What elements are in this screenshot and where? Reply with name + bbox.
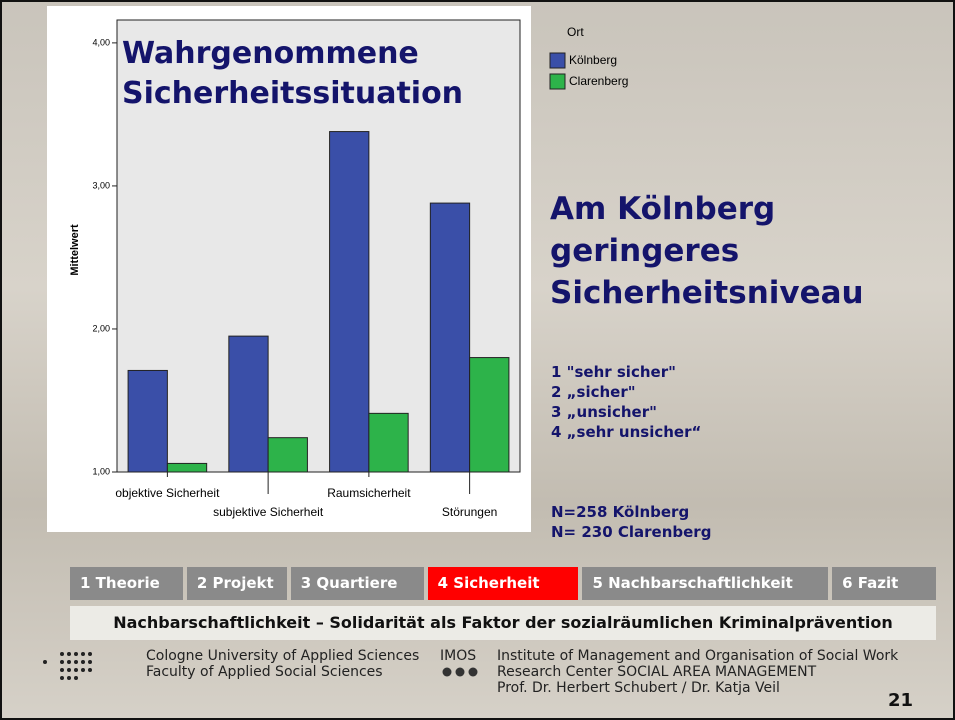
y-tick-label: 4,00 — [92, 37, 110, 47]
logo-dots — [43, 652, 92, 680]
imos-icon — [442, 667, 478, 677]
nav-tab[interactable]: 6 Fazit — [832, 567, 937, 600]
nav-tab[interactable]: 4 Sicherheit — [427, 567, 579, 600]
nav-tab[interactable]: 5 Nachbarschaftlichkeit — [582, 567, 829, 600]
headline: Am Kölnberg geringeres Sicherheitsniveau — [550, 191, 864, 311]
bar — [368, 412, 409, 473]
x-tick-label: Störungen — [442, 505, 497, 519]
footer-line: Institute of Management and Organisation… — [497, 648, 899, 664]
footer-line: Prof. Dr. Herbert Schubert / Dr. Katja V… — [497, 680, 780, 696]
scale-item: 1 "sehr sicher" — [551, 363, 676, 381]
chart: Mittelwert Ort 1,00 2,00 3,00 4,00 objektive… — [68, 19, 629, 520]
scale-item: 2 „sicher" — [551, 383, 636, 401]
x-tick-label: objektive Sicherheit — [115, 486, 220, 500]
scale-list: 1 "sehr sicher" 2 „sicher" 3 „unsicher" 4 „… — [551, 362, 701, 442]
footer-line: Research Center SOCIAL AREA MANAGEMENT — [497, 664, 817, 680]
nav-bar: 1 Theorie 2 Projekt 3 Quartiere 4 Sicherhei… — [70, 567, 937, 600]
bar — [228, 335, 269, 473]
legend-swatch — [549, 52, 566, 69]
scale-item: 4 „sehr unsicher“ — [551, 423, 702, 441]
legend-title: Ort — [567, 25, 584, 39]
legend-label: Clarenberg — [569, 74, 628, 88]
page-number: 21 — [888, 690, 914, 711]
y-tick-label: 3,00 — [92, 180, 110, 190]
bar — [329, 131, 370, 473]
y-tick-label: 2,00 — [92, 323, 110, 333]
nav-tab[interactable]: 3 Quartiere — [290, 567, 424, 600]
chart-title: Wahrgenommene Sicherheitssituation — [122, 36, 464, 111]
sample-list: N=258 Kölnberg N= 230 Clarenberg — [551, 502, 711, 542]
bar — [267, 437, 308, 473]
bar — [166, 462, 208, 473]
x-tick-label: subjektive Sicherheit — [213, 505, 324, 519]
footer-imos: IMOS — [440, 648, 477, 664]
footer-left: Cologne University of Applied Sciences Fa… — [146, 648, 419, 680]
footer-line: Faculty of Applied Social Sciences — [146, 664, 383, 680]
sample-item: N=258 Kölnberg — [551, 503, 690, 521]
bar — [127, 369, 168, 473]
scale-item: 3 „unsicher" — [551, 403, 657, 421]
tagline: Nachbarschaftlichkeit – Solidarität als … — [70, 606, 936, 640]
nav-tab[interactable]: 2 Projekt — [186, 567, 287, 600]
bar — [469, 357, 510, 473]
legend-label: Kölnberg — [569, 53, 617, 67]
y-tick-label: 1,00 — [92, 466, 110, 476]
y-axis-label: Mittelwert — [69, 224, 81, 276]
sample-item: N= 230 Clarenberg — [551, 523, 712, 541]
x-tick-label: Raumsicherheit — [327, 486, 411, 500]
bar — [429, 202, 471, 473]
footer-right: Institute of Management and Organisation… — [497, 648, 898, 696]
legend-swatch — [549, 73, 566, 90]
nav-tab[interactable]: 1 Theorie — [70, 567, 183, 600]
footer-line: Cologne University of Applied Sciences — [146, 648, 420, 664]
